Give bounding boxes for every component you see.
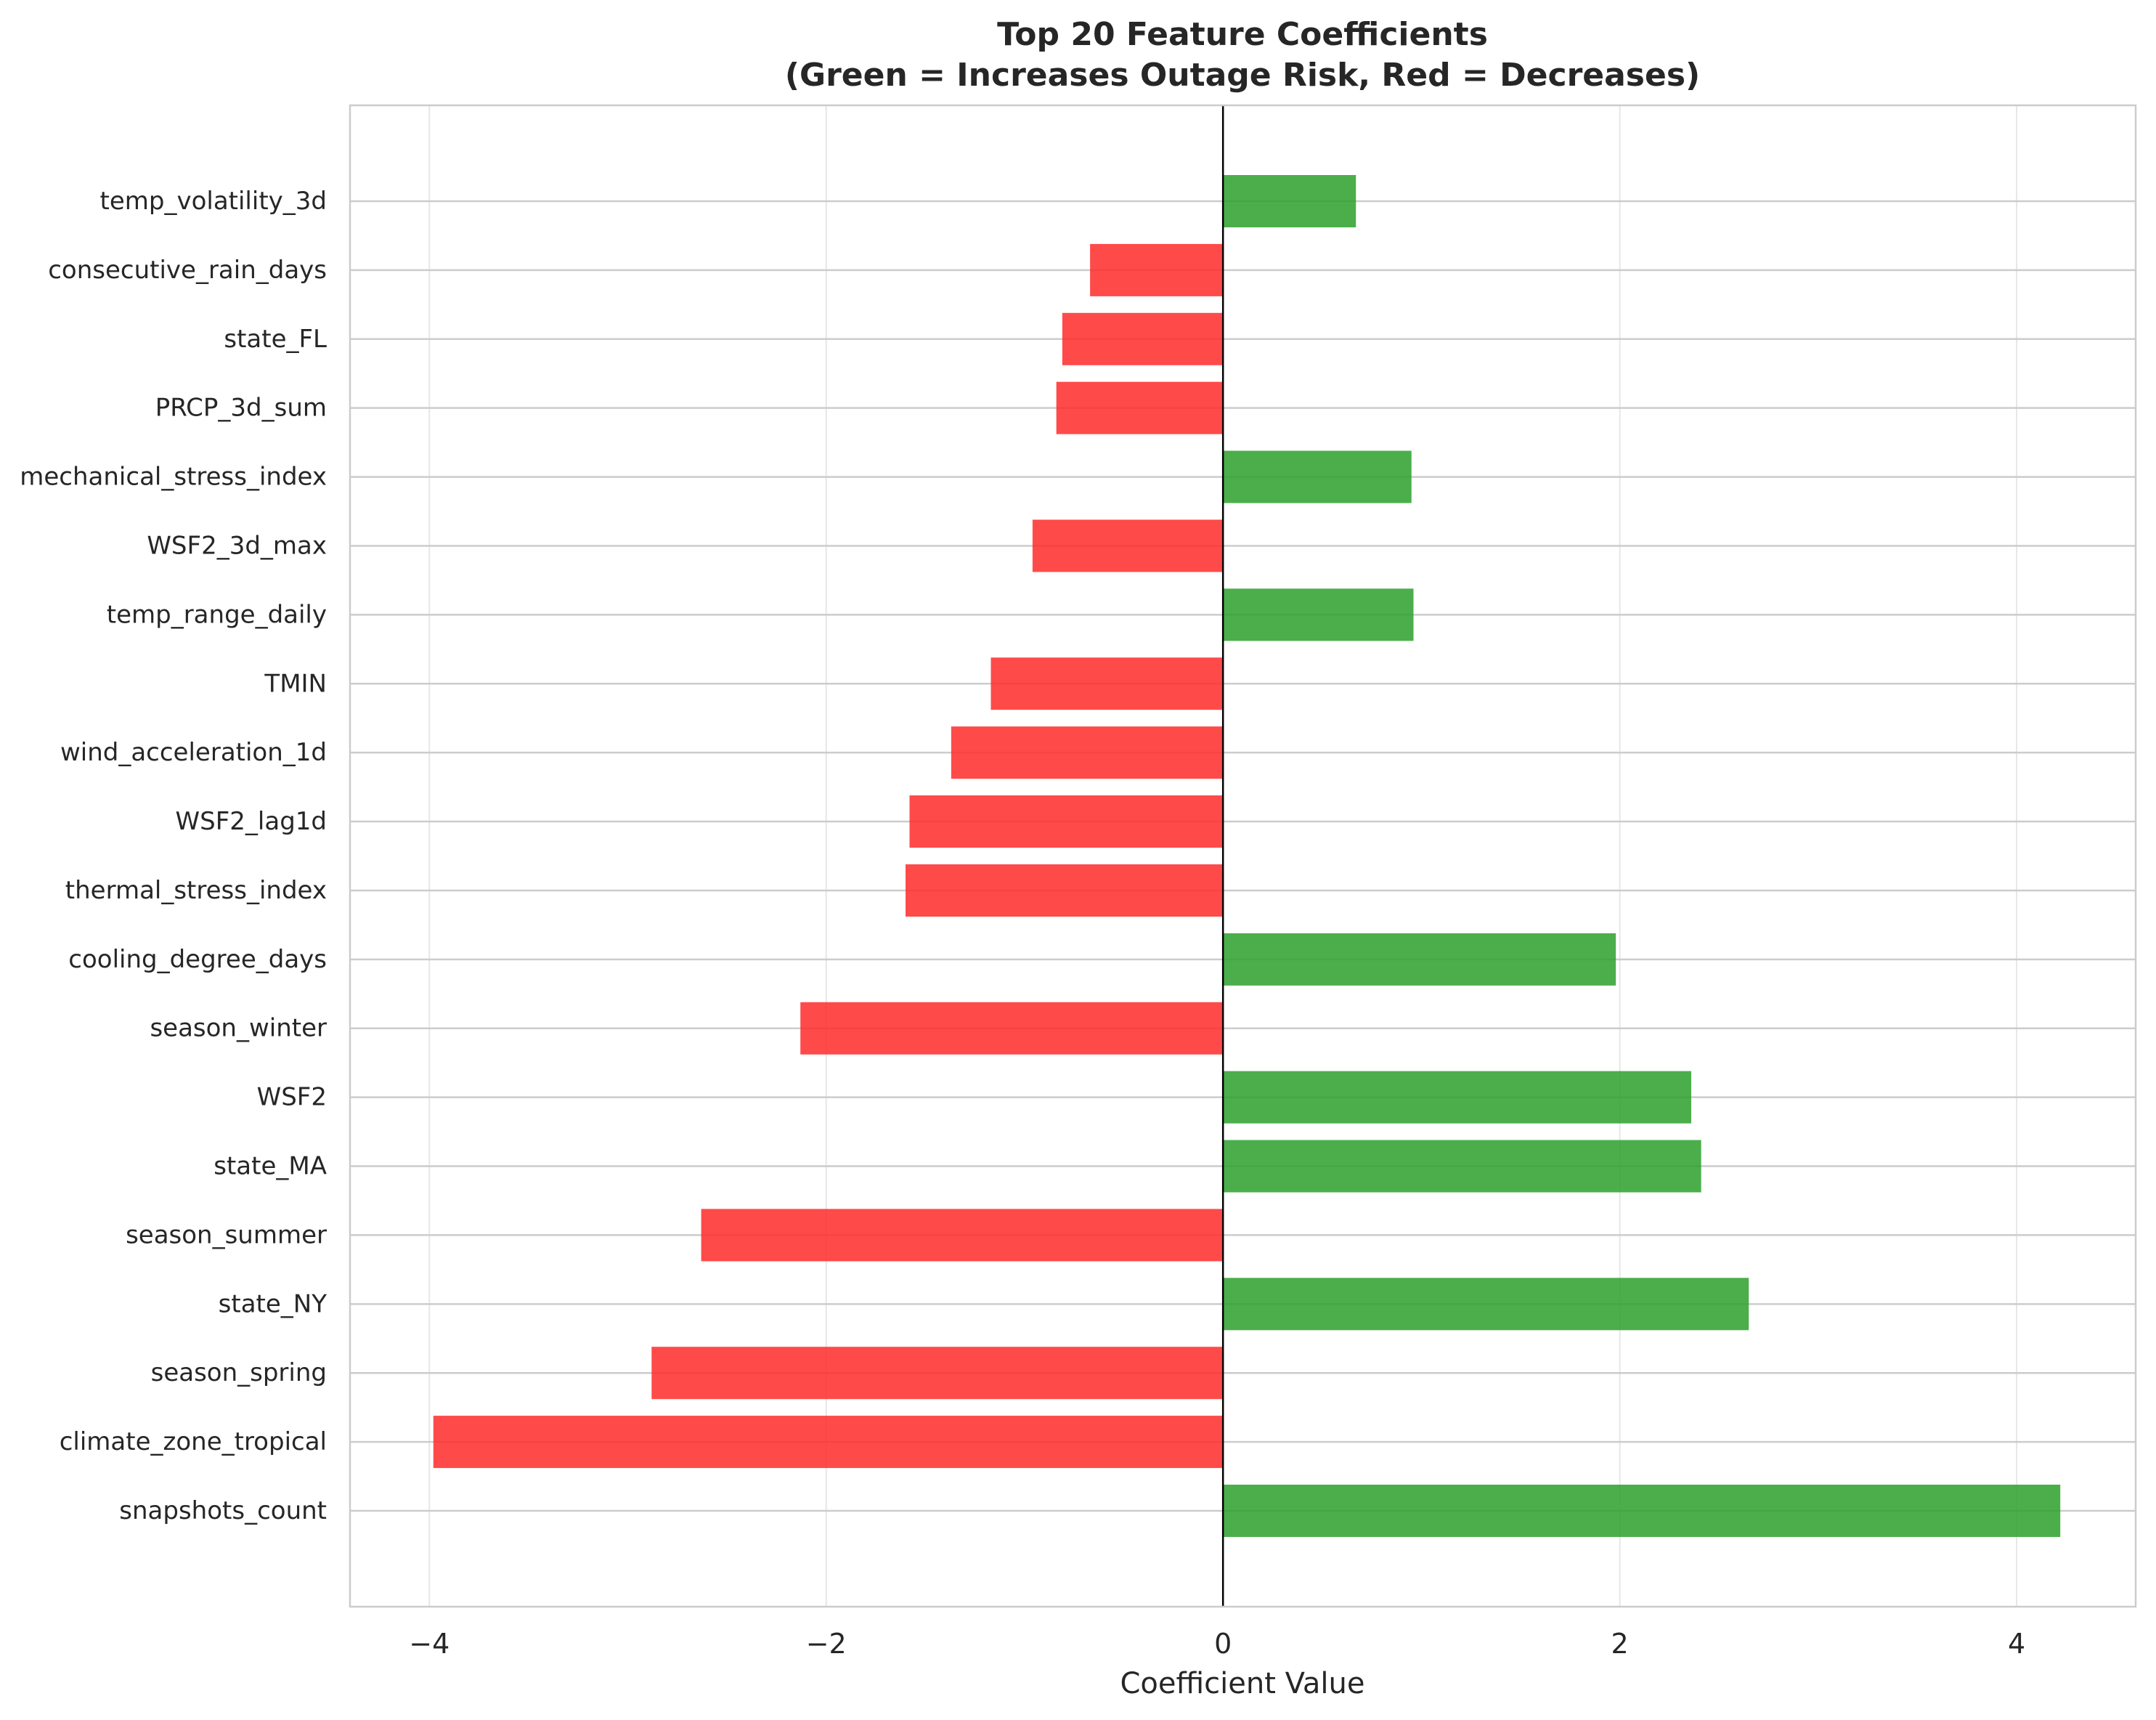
y-tick-label: wind_acceleration_1d (60, 738, 327, 767)
y-tick-label: mechanical_stress_index (20, 463, 327, 492)
x-tick-labels: −4 −2 0 2 4 (409, 1628, 2025, 1660)
y-tick-label: season_spring (151, 1358, 327, 1387)
bar-consecutive_rain_days (1090, 243, 1224, 296)
y-tick-label: WSF2_3d_max (147, 531, 327, 560)
bar-season_spring (651, 1347, 1224, 1400)
y-tick-label: PRCP_3d_sum (155, 394, 327, 423)
bar-wind_acceleration_1d (951, 726, 1224, 779)
y-tick-label: thermal_stress_index (65, 876, 327, 905)
bar-temp_volatility_3d (1223, 175, 1356, 227)
bar-cooling_degree_days (1223, 933, 1616, 986)
x-axis-label: Coefficient Value (1120, 1667, 1365, 1700)
bar-state_MA (1223, 1140, 1701, 1193)
bar-WSF2_lag1d (909, 795, 1224, 848)
y-tick-label: state_NY (219, 1289, 328, 1318)
y-tick-label: TMIN (264, 669, 327, 698)
x-tick-label: 4 (2008, 1628, 2025, 1660)
bar-thermal_stress_index (906, 864, 1224, 917)
bar-season_winter (800, 1002, 1224, 1055)
bar-TMIN (990, 657, 1224, 710)
y-tick-label: snapshots_count (119, 1496, 327, 1525)
bar-state_FL (1062, 312, 1224, 365)
bar-mechanical_stress_index (1223, 450, 1412, 503)
x-tick-label: −2 (806, 1628, 847, 1660)
bar-state_NY (1223, 1278, 1749, 1331)
bar-PRCP_3d_sum (1056, 381, 1224, 434)
x-tick-label: 0 (1214, 1628, 1232, 1660)
chart-subtitle: (Green = Increases Outage Risk, Red = De… (785, 57, 1700, 94)
bar-WSF2_3d_max (1032, 519, 1224, 572)
x-tick-label: 2 (1611, 1628, 1629, 1660)
y-tick-label: WSF2 (257, 1083, 327, 1112)
y-tick-label: WSF2_lag1d (176, 807, 327, 836)
bars (433, 175, 2061, 1537)
y-tick-label: consecutive_rain_days (48, 256, 327, 285)
y-tick-label: season_summer (126, 1220, 327, 1249)
y-tick-label: temp_volatility_3d (100, 187, 328, 216)
y-tick-label: temp_range_daily (107, 600, 327, 629)
y-tick-labels: temp_volatility_3d consecutive_rain_dayss… (20, 187, 327, 1525)
chart-title: Top 20 Feature Coefficients (997, 16, 1488, 53)
y-tick-label: season_winter (150, 1014, 327, 1043)
bar-WSF2 (1223, 1071, 1691, 1124)
bar-climate_zone_tropical (433, 1416, 1224, 1469)
y-tick-label: cooling_degree_days (68, 945, 327, 974)
y-tick-label: climate_zone_tropical (60, 1427, 327, 1456)
bar-snapshots_count (1223, 1485, 2061, 1537)
bar-temp_range_daily (1223, 588, 1414, 641)
y-tick-label: state_FL (224, 325, 327, 354)
bar-season_summer (701, 1209, 1224, 1262)
y-tick-label: state_MA (213, 1152, 327, 1181)
plot-frame (349, 104, 2137, 1608)
x-tick-label: −4 (409, 1628, 449, 1660)
